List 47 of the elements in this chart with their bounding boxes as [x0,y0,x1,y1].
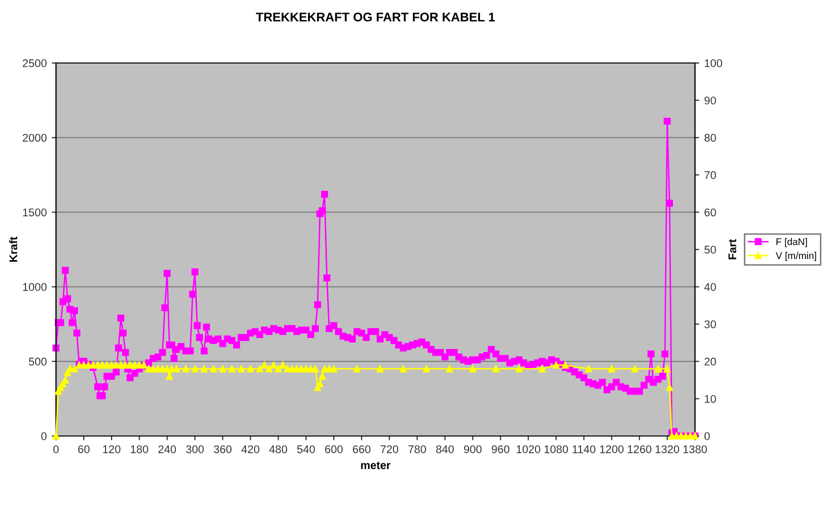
y-tick-label: 1500 [23,208,47,216]
x-tick-label: 540 [297,445,315,454]
y2-tick-label: 20 [704,358,716,366]
x-tick-label: 0 [53,445,59,454]
x-tick-label: 720 [380,445,398,454]
x-tick-label: 120 [103,445,120,454]
y2-tick-label: 40 [704,283,716,291]
y-tick-label: 1000 [23,283,47,291]
x-tick-label: 300 [186,445,204,454]
y2-tick-label: 90 [704,96,716,104]
y-tick-label: 2000 [22,134,47,142]
y2-tick-label: 10 [704,394,716,403]
x-tick-label: 1380 [683,445,707,454]
x-axis-title: meter [361,462,390,470]
x-tick-label: 1020 [516,445,540,454]
x-tick-label: 1140 [572,445,596,454]
chart-title: TREKKEKRAFT OG FART FOR KABEL 1 [256,12,495,22]
x-tick-label: 240 [158,445,176,454]
x-tick-label: 60 [78,445,90,454]
x-tick-label: 900 [464,445,482,454]
y2-tick-label: 70 [704,171,716,180]
y2-tick-label: 0 [704,432,710,440]
y-tick-label: 2500 [22,59,47,68]
x-tick-label: 780 [408,445,426,454]
x-tick-label: 840 [436,445,454,454]
x-tick-label: 360 [214,445,232,454]
y-tick-label: 0 [41,432,47,440]
x-tick-label: 1260 [628,445,652,454]
x-tick-label: 600 [325,445,343,454]
legend-label: V [m/min] [776,252,816,261]
x-tick-label: 480 [269,445,288,454]
x-tick-label: 660 [352,445,370,454]
x-tick-label: 1080 [544,445,568,454]
x-tick-label: 1320 [656,445,680,454]
y2-tick-label: 80 [704,134,716,142]
y2-tick-label: 100 [704,59,722,68]
x-tick-label: 1200 [600,445,624,454]
x-tick-label: 420 [241,445,260,454]
legend-label: F [daN] [776,238,807,248]
y2-axis-title: Fart [728,239,736,260]
y-axis-title: Kraft [9,236,18,262]
x-tick-label: 960 [492,445,510,454]
y2-tick-label: 60 [704,208,716,216]
y2-tick-label: 50 [704,246,716,254]
y-tick-label: 500 [28,358,47,366]
x-tick-label: 180 [130,445,148,454]
y2-tick-label: 30 [704,320,716,328]
